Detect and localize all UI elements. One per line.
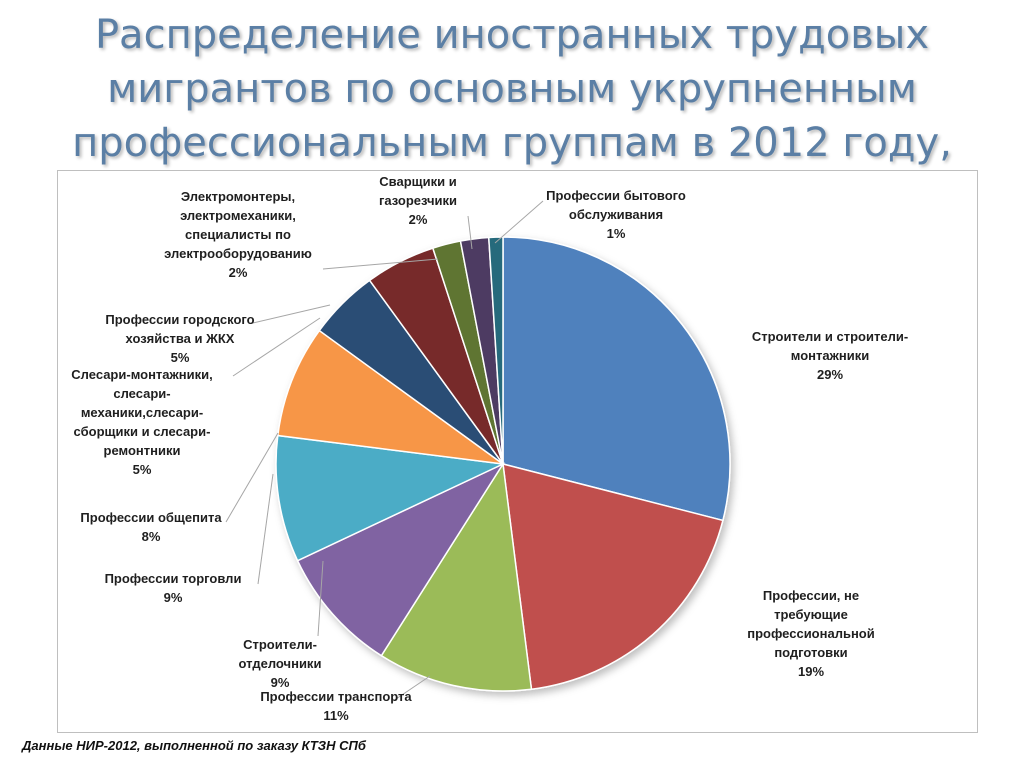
- slice-labels: Строители и строители-монтажники 29% Профе…: [71, 174, 908, 723]
- source-note: Данные НИР-2012, выполненной по заказу К…: [22, 738, 366, 753]
- slice-value-label: 8%: [142, 529, 161, 544]
- chart-area: Строители и строители-монтажники 29% Профе…: [57, 170, 978, 733]
- slice-label-6: Профессии общепита 8%: [80, 510, 222, 544]
- slice-value-label: 2%: [409, 212, 428, 227]
- slice-label-10: Сварщики и газорезчики 2%: [379, 174, 457, 227]
- slice-value-label: 11%: [323, 708, 349, 723]
- pie-slice-6: [276, 329, 504, 465]
- slice-label-11: Профессии бытового обслуживания 1%: [546, 188, 686, 241]
- slice-category-label: хозяйства и ЖКХ: [126, 331, 235, 346]
- slice-label-3: Профессии транспорта 11%: [260, 689, 412, 723]
- slice-value-label: 2%: [229, 265, 248, 280]
- leader-line-5: [257, 473, 274, 585]
- slice-value-label: 29%: [817, 367, 843, 382]
- slice-value-label: 19%: [798, 664, 824, 679]
- leader-lines: [225, 200, 544, 702]
- slice-value-label: 1%: [607, 226, 626, 241]
- title-line-2: мигрантов по основным укрупненным: [107, 66, 917, 112]
- slice-category-label: отделочники: [239, 656, 322, 671]
- slice-label-5: Профессии торговли 9%: [105, 571, 242, 605]
- slice-label-7: Слесари-монтажники, слесари-механики,слес…: [71, 367, 212, 477]
- slice-category-label: Профессии общепита: [80, 510, 222, 525]
- leader-line-8: [252, 304, 331, 324]
- slice-label-8: Профессии городского хозяйства и ЖКХ 5%: [105, 312, 254, 365]
- leader-line-7: [232, 317, 321, 377]
- slice-label-9: Электромонтеры, электромеханики, специалис…: [164, 189, 312, 280]
- slice-category-label: Профессии, не: [763, 588, 859, 603]
- title-line-1: Распределение иностранных трудовых: [94, 12, 930, 58]
- slice-category-label: Электромонтеры,: [181, 189, 295, 204]
- slice-category-label: Профессии торговли: [105, 571, 242, 586]
- pie-slices: [275, 236, 731, 692]
- leader-line-6: [225, 432, 279, 523]
- slice-category-label: подготовки: [774, 645, 847, 660]
- pie-slice-5: [275, 434, 506, 562]
- slice-category-label: газорезчики: [379, 193, 457, 208]
- slice-label-4: Строители-отделочники 9%: [239, 637, 322, 690]
- slice-label-1: Строители и строители-монтажники 29%: [752, 329, 908, 382]
- leader-line-3: [392, 675, 431, 702]
- leader-line-11: [494, 200, 544, 244]
- slice-category-label: Строители-: [243, 637, 317, 652]
- slice-category-label: требующие: [774, 607, 848, 622]
- slice-value-label: 9%: [164, 590, 183, 605]
- pie-slice-11: [487, 236, 504, 465]
- slice-value-label: 5%: [171, 350, 190, 365]
- slice-category-label: сборщики и слесари-: [74, 424, 211, 439]
- slice-category-label: ремонтники: [104, 443, 181, 458]
- slice-value-label: 5%: [133, 462, 152, 477]
- slice-category-label: электрооборудованию: [164, 246, 312, 261]
- slice-category-label: Слесари-монтажники,: [71, 367, 212, 382]
- slice-category-label: Профессии городского: [105, 312, 254, 327]
- slice-category-label: слесари-: [113, 386, 170, 401]
- leader-line-10: [467, 215, 473, 250]
- pie-slice-3: [380, 461, 533, 692]
- pie-chart: Строители и строители-монтажники 29% Профе…: [71, 174, 908, 723]
- leader-line-4: [317, 560, 324, 637]
- slice-category-label: Профессии транспорта: [260, 689, 412, 704]
- slice-category-label: Профессии бытового: [546, 188, 686, 203]
- slice-category-label: Строители и строители-: [752, 329, 908, 344]
- slice-category-label: Сварщики и: [379, 174, 456, 189]
- slice-category-label: профессиональной: [747, 626, 875, 641]
- slice-label-2: Профессии, не требующие профессиональной по…: [747, 588, 875, 679]
- pie-slice-1: [502, 236, 731, 522]
- slice-category-label: электромеханики,: [180, 208, 296, 223]
- slice-category-label: монтажники: [791, 348, 869, 363]
- pie-slice-4: [296, 462, 506, 657]
- slice-category-label: обслуживания: [569, 207, 663, 222]
- slice-value-label: 9%: [271, 675, 290, 690]
- slice-category-label: специалисты по: [185, 227, 291, 242]
- pie-slice-2: [502, 462, 724, 691]
- slice-category-label: механики,слесари-: [81, 405, 203, 420]
- leader-line-9: [322, 258, 439, 270]
